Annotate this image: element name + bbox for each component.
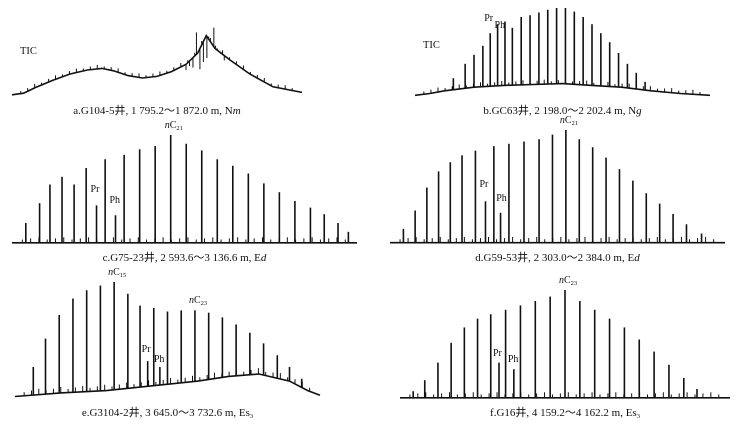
baseline-trace [11,34,303,96]
chromatogram-panel-a: TIC a.G104-5井, 1 795.2～1 872.0 m, Nm [11,18,303,118]
baseline-trace [14,373,321,398]
tic-label: TIC [20,46,37,57]
peak-label: nC21 [559,114,579,127]
tic-label: TIC [423,39,440,51]
peak-label: Ph [109,195,121,206]
chromatogram-svg [12,135,357,244]
peak-label: nC23 [188,294,208,307]
chromatogram-svg [400,290,730,399]
panel-caption: f.G16井, 4 159.2～4 162.2 m, Es3 [490,407,640,420]
peak-label: Pr [479,179,489,191]
chromatogram-panel-f: Pr Ph nC23 f.G16井, 4 159.2～4 162.2 m, Es3 [400,275,730,420]
chromatogram-svg [414,8,711,97]
chromatogram-panel-b: TIC Pr Ph b.GC63井, 2 198.0～2 202.4 m, Ng [414,8,711,118]
chromatogram-panel-c: Pr Ph nC21 c.G75-23井, 2 593.6～3 136.6 m, Ed [12,120,357,265]
peak-label: Ph [153,353,165,365]
peak-label: Ph [496,193,507,204]
peak-label: Ph [507,354,519,366]
peak-label: nC23 [559,275,578,288]
peak-label: Pr [90,184,100,195]
panel-caption: a.G104-5井, 1 795.2～1 872.0 m, Nm [73,105,241,117]
peak-label: nC21 [164,120,183,133]
peak-label: Pr [141,344,151,356]
panel-caption: c.G75-23井, 2 593.6～3 136.6 m, Ed [102,252,267,264]
chromatogram-svg [390,130,725,244]
panel-caption: b.GC63井, 2 198.0～2 202.4 m, Ng [483,105,642,117]
chromatogram-panel-d: Pr Ph nC21 d.G59-53井, 2 303.0～2 384.0 m, Ed [390,115,725,265]
panel-caption: e.G3104-2井, 3 645.0～3 732.6 m, Es3 [81,407,254,420]
chromatogram-svg [14,282,321,398]
peak-label: Pr [484,12,494,24]
peak-label: Pr [493,347,502,359]
peak-label: Ph [494,20,506,31]
panel-caption: d.G59-53井, 2 303.0～2 384.0 m, Ed [475,252,640,264]
chromatogram-panel-e: nC15 Pr Ph nC23 e.G3104-2井, 3 645.0～3 732.6 … [14,267,321,420]
peak-label: nC15 [108,266,127,279]
chromatogram-svg [11,27,303,96]
